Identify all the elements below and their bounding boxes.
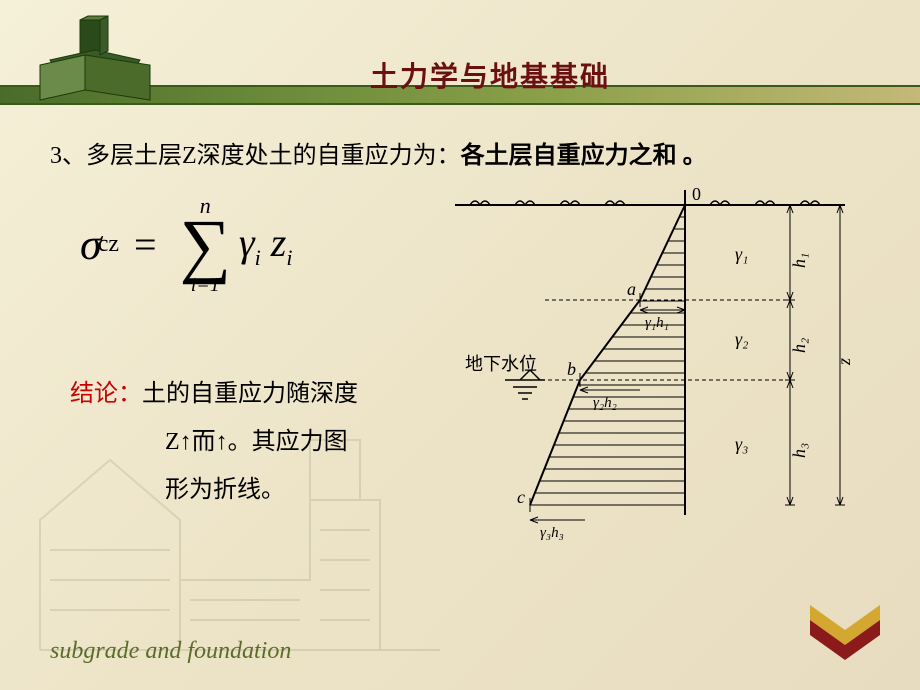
label-c: c xyxy=(517,487,525,507)
label-h3: h₃ xyxy=(789,443,809,458)
label-g1h1: γ₁h₁ xyxy=(645,315,669,331)
footer-text: subgrade and foundation xyxy=(50,638,291,665)
label-h2: h₂ xyxy=(789,338,809,353)
conclusion-label: 结论： xyxy=(70,381,142,407)
label-origin: 0 xyxy=(692,184,701,204)
logo-icon xyxy=(30,10,160,110)
page-title: 土力学与地基基础 xyxy=(370,55,610,95)
formula: σcz = n ∑ i=1 γi zi xyxy=(80,195,293,295)
stress-diagram: 0 地下水位 a b c γ₁ γ₂ γ₃ h₁ h₂ h₃ z γ₁h₁ γ₂… xyxy=(445,175,865,555)
summation: n ∑ i=1 xyxy=(180,195,231,295)
label-water: 地下水位 xyxy=(465,354,537,374)
statement-line: 3、多层土层Z深度处土的自重应力为：各土层自重应力之和 。 xyxy=(50,135,870,170)
label-h1: h₁ xyxy=(789,253,809,268)
label-b: b xyxy=(567,359,576,379)
label-z: z xyxy=(834,358,854,366)
corner-chevron-icon xyxy=(810,605,880,660)
label-g1: γ₁ xyxy=(735,244,748,264)
label-a: a xyxy=(627,279,636,299)
label-g2h2: γ₂h₂ xyxy=(593,395,617,411)
label-g2: γ₂ xyxy=(735,329,748,349)
label-g3h3: γ₃h₃ xyxy=(540,525,564,541)
content-area: 3、多层土层Z深度处土的自重应力为：各土层自重应力之和 。 σcz = n ∑ … xyxy=(50,135,870,200)
label-g3: γ₃ xyxy=(735,434,748,454)
conclusion-block: 结论：土的自重应力随深度 Z↑而↑。其应力图 形为折线。 xyxy=(70,370,358,514)
